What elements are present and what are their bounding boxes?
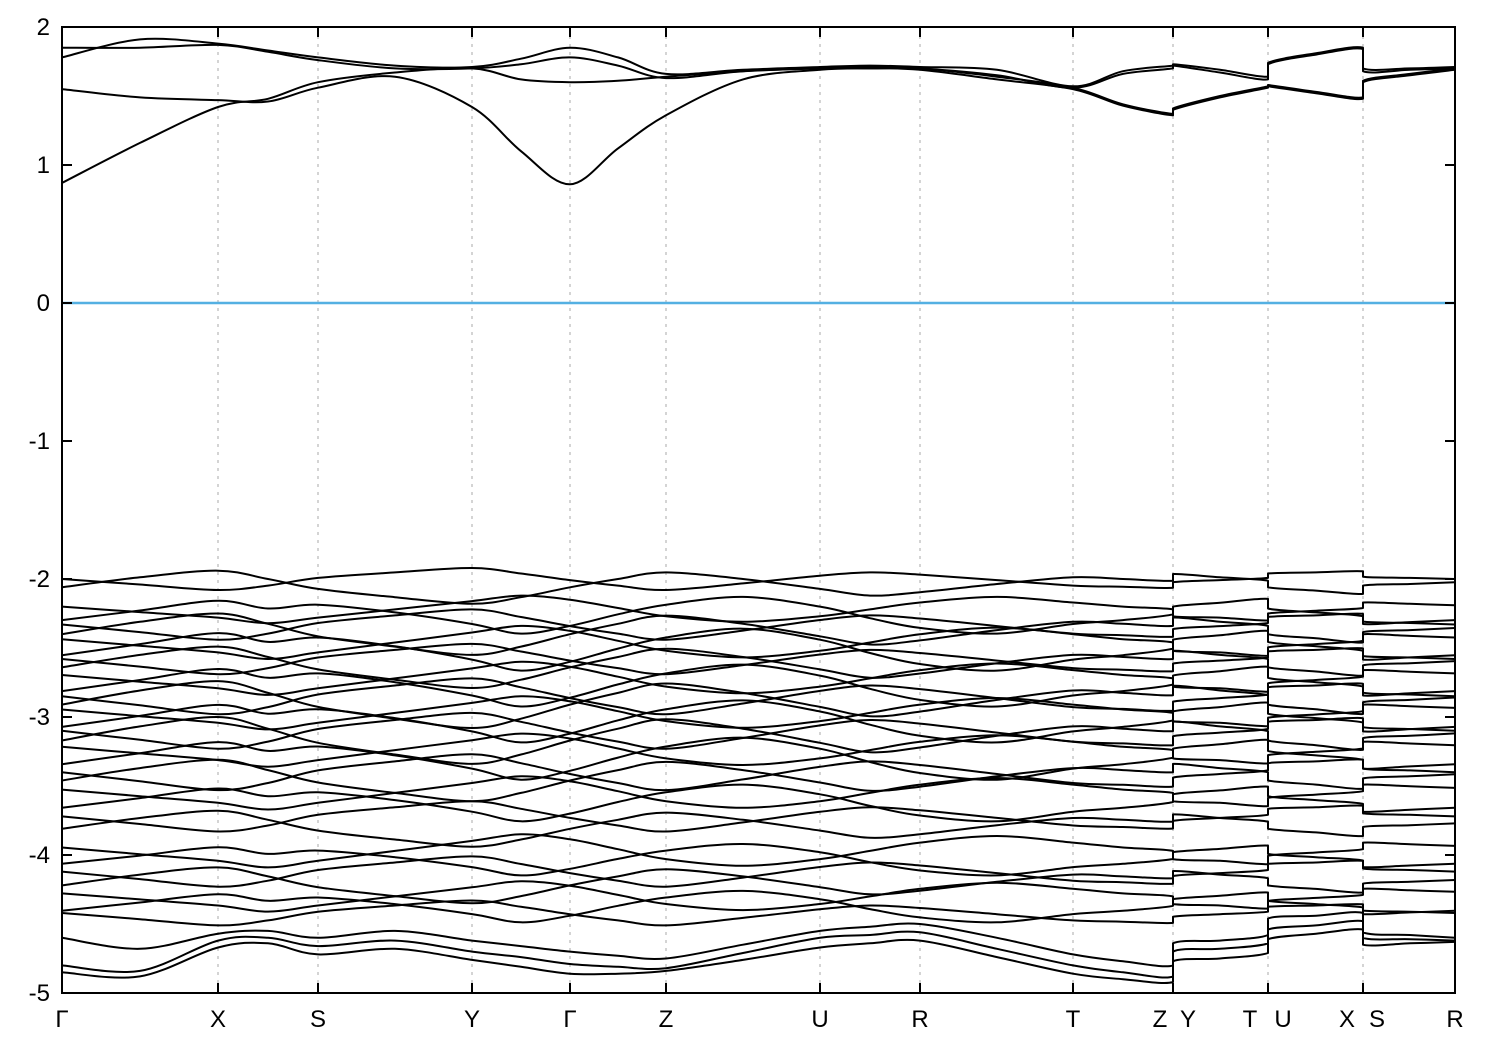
k-point-label: R	[1446, 1006, 1463, 1033]
valence-band-curve	[61, 842, 1456, 877]
valence-band-curve	[61, 833, 1456, 869]
valence-band-curve	[61, 775, 1456, 811]
valence-band-curve	[61, 736, 1456, 781]
gridlines	[217, 28, 1364, 992]
y-axis-tick-label: -4	[29, 842, 50, 869]
k-point-label: R	[911, 1006, 928, 1033]
y-axis-tick-label: -5	[29, 980, 50, 1007]
y-axis-tick-label: -3	[29, 704, 50, 731]
valence-band-curve	[61, 608, 1456, 641]
k-point-label: S	[1369, 1006, 1385, 1033]
valence-band-curve	[61, 783, 1456, 823]
valence-band-curve	[61, 699, 1456, 744]
valence-band-curve	[61, 800, 1456, 833]
valence-band-curve	[61, 642, 1456, 676]
k-point-label: Z	[1153, 1006, 1168, 1033]
valence-band-curve	[61, 595, 1456, 635]
valence-band-curve	[61, 899, 1456, 927]
band-curves	[61, 37, 1456, 985]
k-point-label: S	[310, 1006, 326, 1033]
valence-band-curve	[61, 919, 1456, 979]
y-axis-tick-label: -2	[29, 566, 50, 593]
valence-band-curve	[61, 711, 1456, 750]
valence-band-curve	[61, 753, 1456, 792]
valence-band-curve	[61, 928, 1456, 985]
conduction-band-curve	[61, 66, 1456, 184]
k-point-label: Y	[1180, 1006, 1196, 1033]
k-point-label: U	[811, 1006, 828, 1033]
k-point-label: T	[1243, 1006, 1258, 1033]
y-axis-tick-label: 0	[37, 290, 50, 317]
valence-band-curve	[61, 663, 1456, 708]
k-point-label: T	[1066, 1006, 1081, 1033]
k-point-label: X	[210, 1006, 226, 1033]
y-axis-tick-label: 2	[37, 14, 50, 41]
k-point-label: Γ	[563, 1006, 576, 1033]
valence-band-curve	[61, 612, 1456, 656]
valence-band-curve	[61, 566, 1456, 592]
k-point-label: X	[1339, 1006, 1355, 1033]
axis-ticks	[61, 26, 1456, 994]
valence-band-curve	[61, 715, 1456, 765]
valence-band-curve	[61, 866, 1456, 905]
valence-band-curve	[61, 880, 1456, 913]
conduction-band-curve	[61, 67, 1456, 186]
k-point-label: Y	[464, 1006, 480, 1033]
valence-band-curve	[61, 889, 1456, 924]
valence-band-curve	[61, 732, 1456, 768]
valence-band-curve	[61, 627, 1456, 672]
valence-band-curve	[61, 809, 1456, 848]
valence-band-curve	[61, 569, 1456, 605]
k-point-label: U	[1274, 1006, 1291, 1033]
conduction-band-curve	[61, 37, 1456, 88]
valence-band-curve	[61, 758, 1456, 803]
y-axis-tick-label: -1	[29, 428, 50, 455]
y-axis-tick-label: 1	[37, 152, 50, 179]
k-point-label: Γ	[55, 1006, 68, 1033]
valence-band-curve	[61, 677, 1456, 716]
valence-band-curve	[61, 855, 1456, 888]
valence-band-curve	[61, 645, 1456, 689]
plot-border	[61, 26, 1456, 994]
k-point-label: Z	[659, 1006, 674, 1033]
valence-band-curve	[61, 680, 1456, 729]
